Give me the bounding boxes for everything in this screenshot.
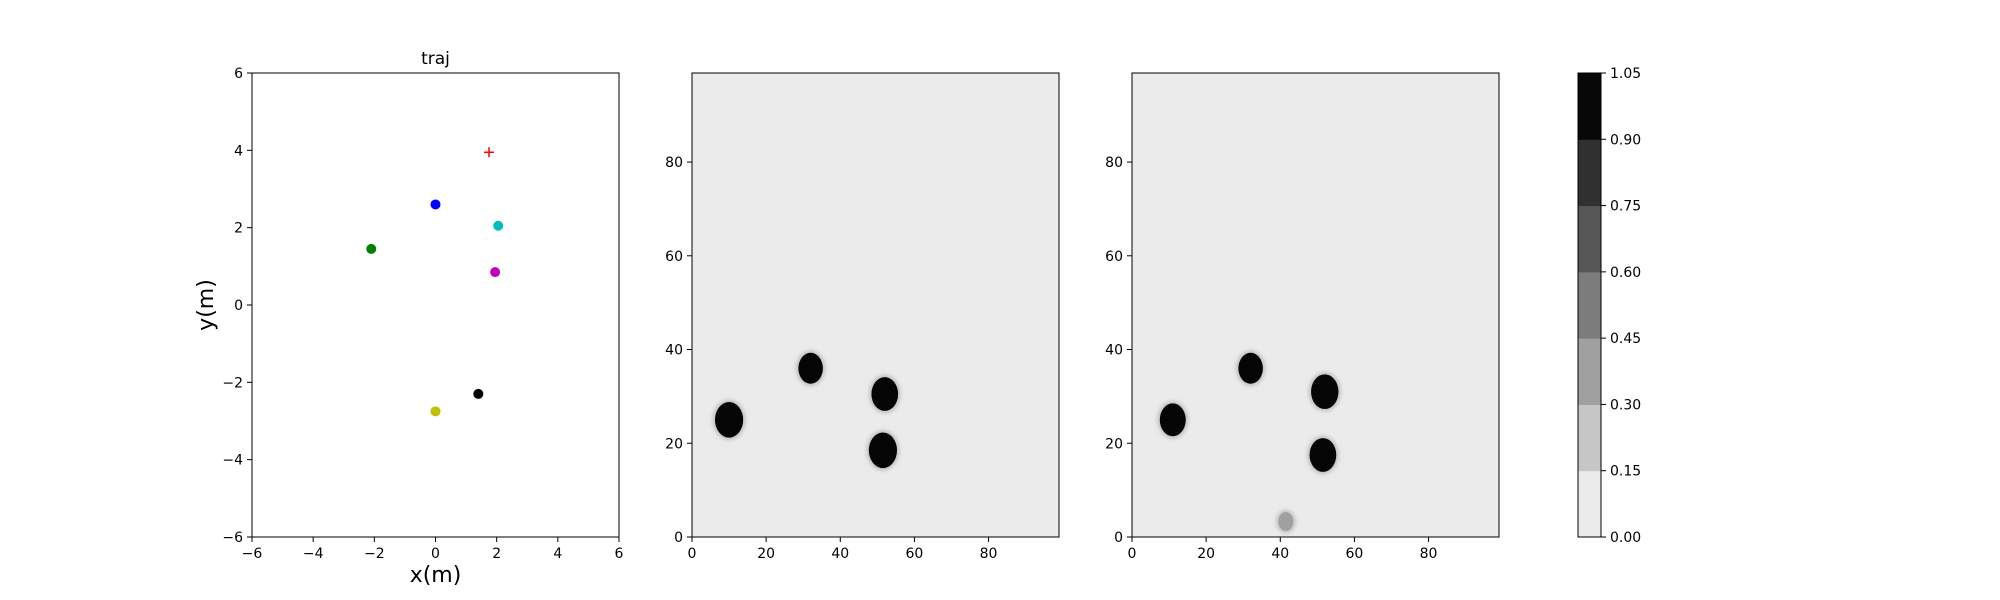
y-tick-label: 0 [1114,530,1123,546]
colorbar-tick-label: 0.90 [1610,132,1641,148]
obstacle-blob [712,400,746,440]
traj-panel: traj x(m) y(m) −6 −4 −2 0 2 4 6 −6 −4 −2 0 2 4 6 [194,49,624,588]
y-tick-label: 2 [234,221,243,237]
agent-point [430,406,441,417]
colorbar-tick-label: 1.05 [1610,66,1641,82]
traj-points [366,147,504,417]
agent-point [473,388,484,399]
y-tick-label: 4 [234,143,243,159]
agent-point [493,220,504,231]
x-tick-label: 80 [1420,546,1438,562]
x-tick-label: 0 [431,546,440,562]
x-tick-label: 80 [980,546,998,562]
obstacle-blob [1236,350,1265,386]
map2-ticks: 0 20 40 60 80 0 20 40 60 80 [1105,155,1437,562]
y-tick-label: 60 [1105,249,1123,265]
map2-panel: 0 20 40 60 80 0 20 40 60 80 [1105,72,1500,562]
traj-ylabel: y(m) [194,279,219,331]
x-tick-label: 40 [1271,546,1289,562]
y-tick-label: 80 [1105,155,1123,171]
colorbar-ticks: 0.00 0.15 0.30 0.45 0.60 0.75 0.90 1.05 [1601,66,1641,546]
map1-panel: 0 20 40 60 80 0 20 40 60 80 [665,72,1060,562]
x-tick-label: 60 [906,546,924,562]
x-tick-label: 60 [1346,546,1364,562]
x-tick-label: −6 [242,546,263,562]
colorbar-band [1578,271,1601,339]
colorbar-tick-label: 0.45 [1610,331,1641,347]
colorbar-tick-label: 0.15 [1610,464,1641,480]
y-tick-label: 20 [1105,436,1123,452]
x-tick-label: 6 [615,546,624,562]
colorbar-tick-label: 0.00 [1610,530,1641,546]
y-tick-label: 20 [665,436,683,452]
obstacle-blob [1307,436,1339,474]
y-tick-label: 6 [234,66,243,82]
y-tick-label: −4 [222,453,243,469]
x-tick-label: 0 [1128,546,1137,562]
agent-point [430,199,441,210]
colorbar-band [1578,338,1601,405]
map1-ticks: 0 20 40 60 80 0 20 40 60 80 [665,155,997,562]
x-tick-label: 20 [1197,546,1215,562]
x-tick-label: 4 [553,546,562,562]
obstacle-blob [1157,401,1188,439]
y-tick-label: −6 [222,530,243,546]
obstacle-blob [796,350,825,386]
colorbar: 0.00 0.15 0.30 0.45 0.60 0.75 0.90 1.05 [1577,66,1641,546]
obstacle-blob [1309,372,1341,412]
agent-point [366,243,377,254]
traj-ticks: −6 −4 −2 0 2 4 6 −6 −4 −2 0 2 4 6 [222,66,623,562]
y-tick-label: 40 [1105,343,1123,359]
agent-point [490,267,501,278]
x-tick-label: 40 [831,546,849,562]
colorbar-tick-label: 0.75 [1610,199,1641,215]
colorbar-band [1578,404,1601,472]
y-tick-label: 80 [665,155,683,171]
goal-marker [484,147,495,158]
x-tick-label: 0 [688,546,697,562]
obstacle-blob [1276,510,1296,533]
colorbar-band [1578,73,1601,140]
traj-xlabel: x(m) [410,563,462,588]
colorbar-tick-label: 0.30 [1610,397,1641,413]
map2-frame [1131,72,1500,538]
colorbar-band [1578,205,1601,273]
traj-title: traj [421,49,450,69]
colorbar-frame [1577,72,1602,538]
obstacle-blob [869,375,901,413]
map1-blobs [712,350,901,471]
y-tick-label: 60 [665,249,683,265]
y-tick-label: −2 [222,375,243,391]
traj-plot-area [251,72,620,538]
colorbar-tick-label: 0.60 [1610,265,1641,281]
colorbar-band [1578,139,1601,207]
map1-frame [691,72,1060,538]
y-tick-label: 0 [234,298,243,314]
y-tick-label: 0 [674,530,683,546]
y-tick-label: 40 [665,343,683,359]
x-tick-label: 2 [492,546,501,562]
x-tick-label: −4 [303,546,324,562]
colorbar-band [1578,470,1601,538]
colorbar-bands [1578,73,1601,538]
x-tick-label: 20 [757,546,775,562]
obstacle-blob [866,430,900,471]
x-tick-label: −2 [364,546,385,562]
map2-blobs [1157,350,1341,533]
